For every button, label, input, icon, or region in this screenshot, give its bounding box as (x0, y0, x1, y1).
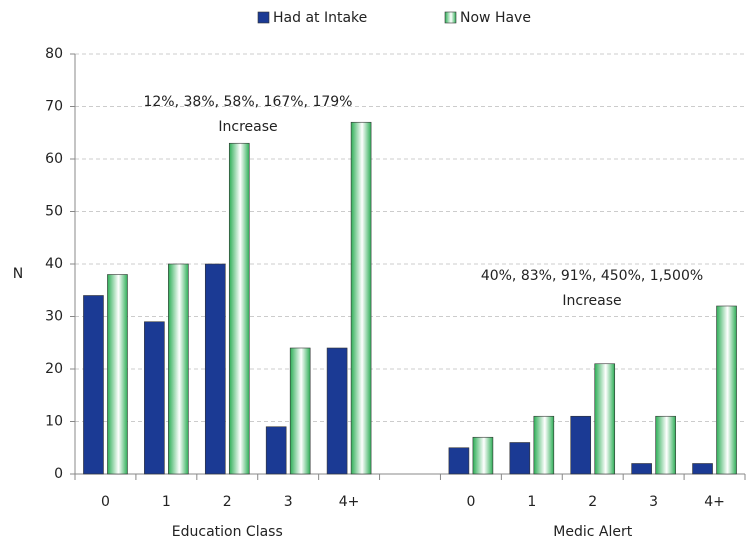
x-tick-label: 4+ (704, 494, 725, 510)
y-tick-label: 20 (45, 361, 63, 377)
legend-label: Now Have (460, 10, 531, 26)
legend-swatch (444, 11, 457, 24)
y-tick-label: 0 (54, 466, 63, 482)
bar (655, 415, 676, 475)
x-tick-label: 1 (162, 494, 171, 510)
bar (509, 442, 531, 475)
bar (570, 415, 592, 475)
y-tick-label: 70 (45, 99, 63, 115)
annotation: Increase (562, 293, 621, 309)
bar (448, 447, 470, 475)
annotation: 12%, 38%, 58%, 167%, 179% (143, 94, 352, 110)
x-tick-label: 3 (649, 494, 658, 510)
x-tick-label: 2 (588, 494, 597, 510)
annotation: Increase (218, 119, 277, 135)
x-tick-label: 4+ (339, 494, 360, 510)
bar (265, 426, 287, 475)
bar (692, 463, 713, 475)
x-tick-label: 0 (466, 494, 475, 510)
bar (289, 347, 311, 475)
bar (326, 347, 348, 475)
y-tick-label: 10 (45, 414, 63, 430)
group-label: Medic Alert (553, 524, 632, 540)
x-tick-label: 2 (223, 494, 232, 510)
y-tick-label: 80 (45, 46, 63, 62)
bar (716, 305, 737, 475)
bar (350, 121, 372, 475)
bar (228, 142, 250, 475)
annotation: 40%, 83%, 91%, 450%, 1,500% (481, 268, 703, 284)
y-tick-label: 40 (45, 256, 63, 272)
bar (594, 363, 616, 475)
y-tick-label: 50 (45, 204, 63, 220)
y-axis-label: N (13, 266, 23, 282)
bar (144, 321, 165, 475)
group-label: Education Class (172, 524, 283, 540)
bar (631, 463, 652, 475)
bar (533, 415, 555, 475)
y-tick-label: 30 (45, 309, 63, 325)
x-tick-label: 0 (101, 494, 110, 510)
bar (168, 263, 189, 475)
bar (83, 295, 104, 475)
x-tick-label: 1 (527, 494, 536, 510)
legend-label: Had at Intake (273, 10, 367, 26)
bar (107, 274, 128, 475)
legend-swatch (257, 11, 270, 24)
bar (204, 263, 226, 475)
y-tick-label: 60 (45, 151, 63, 167)
x-tick-label: 3 (284, 494, 293, 510)
bar (472, 436, 494, 475)
